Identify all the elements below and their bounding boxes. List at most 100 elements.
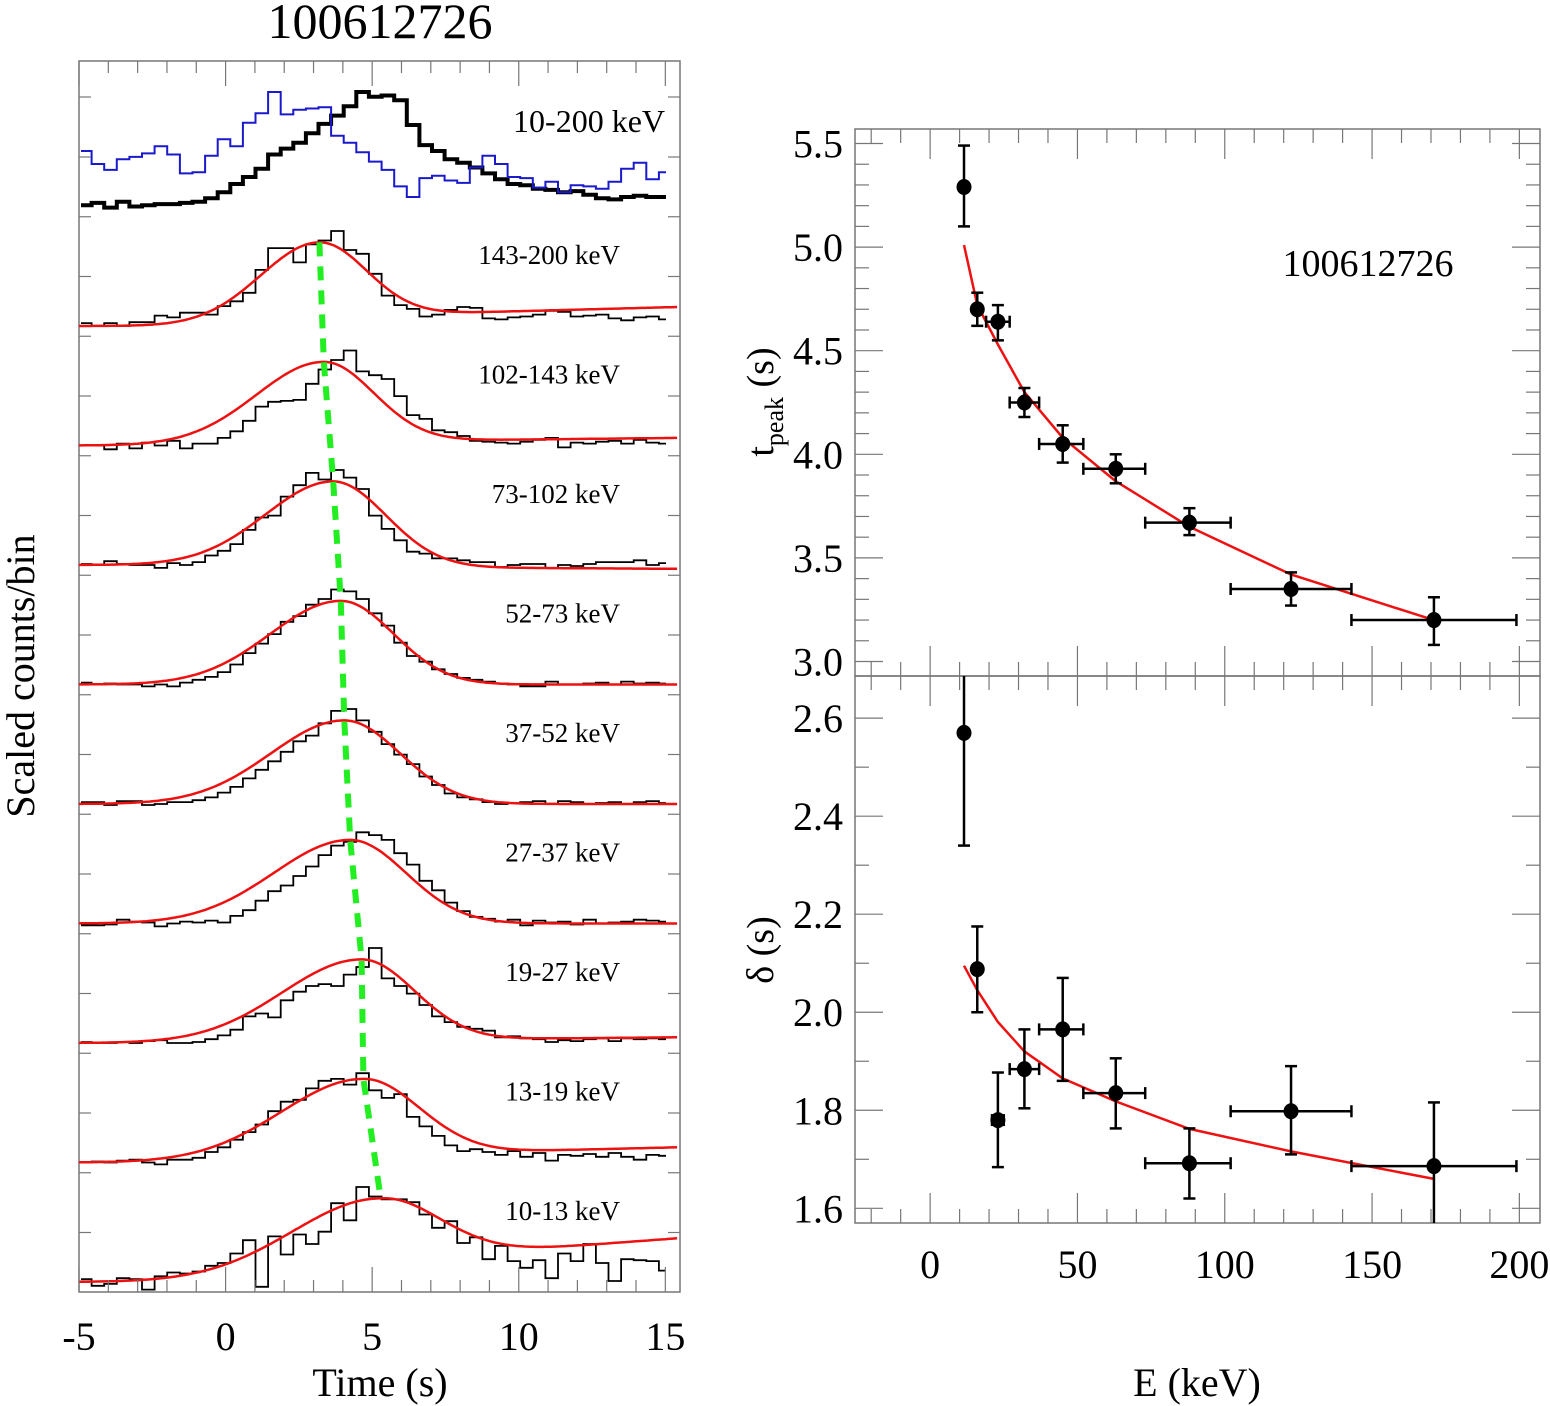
left-panel-title: 100612726 [268, 0, 493, 49]
data-point [1143, 506, 1232, 537]
y-tick-label: 2.2 [793, 892, 843, 937]
band-fit-curve [79, 480, 678, 571]
y-tick-label: 3.0 [793, 639, 843, 684]
data-point [1229, 1064, 1353, 1156]
data-point [1143, 1127, 1232, 1200]
x-tick-label: 100 [1195, 1242, 1255, 1287]
data-marker [990, 313, 1006, 330]
t-peak-content: 3.0 3.5 4.0 4.5 5.0 5.5 [793, 122, 1540, 684]
band-light-curve [81, 230, 666, 327]
band-label: 27-37 keV [505, 838, 620, 868]
data-marker [956, 724, 972, 741]
band-light-curve [81, 349, 666, 451]
data-marker [1055, 435, 1071, 452]
y-tick-label: 4.0 [793, 432, 843, 477]
band-light-curve [81, 469, 666, 569]
data-marker [1283, 1103, 1299, 1120]
data-marker [969, 961, 985, 978]
left-plot-frame [78, 60, 681, 1293]
band-fit-curve [79, 1077, 678, 1164]
band-fit-curve [78, 958, 678, 1045]
band-fit-curve [79, 360, 678, 447]
light-curve-content: 10-200 keV 143-200 keV 102-143 keV 73-102 k… [78, 90, 678, 1291]
x-tick-label: 200 [1489, 1242, 1549, 1287]
data-point [1037, 424, 1085, 464]
data-point [956, 676, 972, 847]
data-marker [1108, 460, 1124, 477]
delta-plot-frame [854, 675, 1541, 1224]
t-peak-annotation: 100612726 [1283, 243, 1454, 285]
data-marker [1181, 1155, 1197, 1172]
delta-panel: 1.6 1.8 2.0 2.2 2.4 2.6 0 50 100 150 200 δ (s) E (… [740, 675, 1549, 1405]
data-marker [1181, 514, 1197, 531]
band-light-curve [81, 1072, 666, 1166]
data-marker [1283, 580, 1299, 597]
y-tick-label: 2.6 [793, 696, 843, 741]
band-label: 73-102 keV [492, 479, 621, 509]
data-marker [956, 179, 972, 196]
y-tick-label: 4.5 [793, 329, 843, 374]
data-point [984, 303, 1011, 342]
band-label: 10-13 keV [505, 1196, 620, 1226]
t-peak-y-axis-label: tpeak (s) [740, 347, 789, 456]
t-peak-label-unit: (s) [740, 347, 782, 397]
x-tick-label: 0 [920, 1242, 940, 1287]
data-point [1229, 571, 1353, 607]
data-point [1350, 596, 1518, 647]
band-light-curve [81, 947, 666, 1044]
data-point [969, 291, 985, 328]
fit-curve [962, 965, 1435, 1181]
y-tick-label: 2.4 [793, 794, 843, 839]
data-marker [1055, 1021, 1071, 1038]
x-tick-label: 5 [362, 1314, 382, 1359]
data-point [969, 925, 985, 1014]
summed-light-curve [81, 91, 666, 198]
delta-y-axis-label: δ (s) [740, 916, 782, 984]
band-fit-curve [79, 599, 678, 686]
band-label: 102-143 keV [478, 360, 620, 390]
x-tick-label: 10 [499, 1314, 539, 1359]
data-marker [1426, 612, 1442, 629]
data-marker [1016, 394, 1032, 411]
data-point [990, 1071, 1006, 1169]
right-x-axis-label: E (keV) [1133, 1360, 1261, 1405]
data-marker [969, 301, 985, 318]
t-peak-label-main: t [740, 446, 782, 457]
band-fit-curve [79, 241, 678, 328]
data-marker [1108, 1085, 1124, 1102]
y-tick-label: 1.8 [793, 1088, 843, 1133]
left-x-axis-label: Time (s) [312, 1360, 447, 1405]
band-label-summed: 10-200 keV [513, 103, 665, 139]
data-marker [1016, 1061, 1032, 1078]
band-light-curve [81, 708, 666, 806]
data-point [1082, 1057, 1147, 1130]
x-tick-label: 150 [1342, 1242, 1402, 1287]
data-point [1037, 976, 1085, 1083]
data-point [1008, 1028, 1041, 1110]
left-y-axis-label: Scaled counts/bin [0, 534, 43, 817]
t-peak-label-sub: peak [760, 397, 789, 446]
y-tick-label: 2.0 [793, 990, 843, 1035]
x-tick-label: 0 [216, 1314, 236, 1359]
y-tick-label: 1.6 [793, 1186, 843, 1231]
data-point [1350, 1101, 1518, 1223]
y-tick-label: 5.5 [793, 122, 843, 167]
data-marker [990, 1112, 1006, 1129]
delta-content: 1.6 1.8 2.0 2.2 2.4 2.6 0 50 100 150 200 [793, 676, 1549, 1287]
band-label: 143-200 keV [478, 240, 620, 270]
data-point [956, 144, 972, 228]
band-label: 13-19 keV [505, 1077, 620, 1107]
peak-time-dashed-line [316, 242, 384, 1199]
band-fit-curve [78, 1197, 678, 1284]
data-point [1008, 386, 1041, 419]
band-label: 52-73 keV [505, 599, 620, 629]
x-tick-label: 50 [1057, 1242, 1097, 1287]
band-label: 37-52 keV [505, 718, 620, 748]
fit-curve [962, 244, 1435, 622]
data-marker [1426, 1158, 1442, 1175]
y-tick-label: 5.0 [793, 225, 843, 270]
t-peak-plot-frame [854, 128, 1541, 677]
band-light-curve [81, 1186, 666, 1291]
data-point [1082, 453, 1147, 485]
x-tick-label: 15 [645, 1314, 685, 1359]
